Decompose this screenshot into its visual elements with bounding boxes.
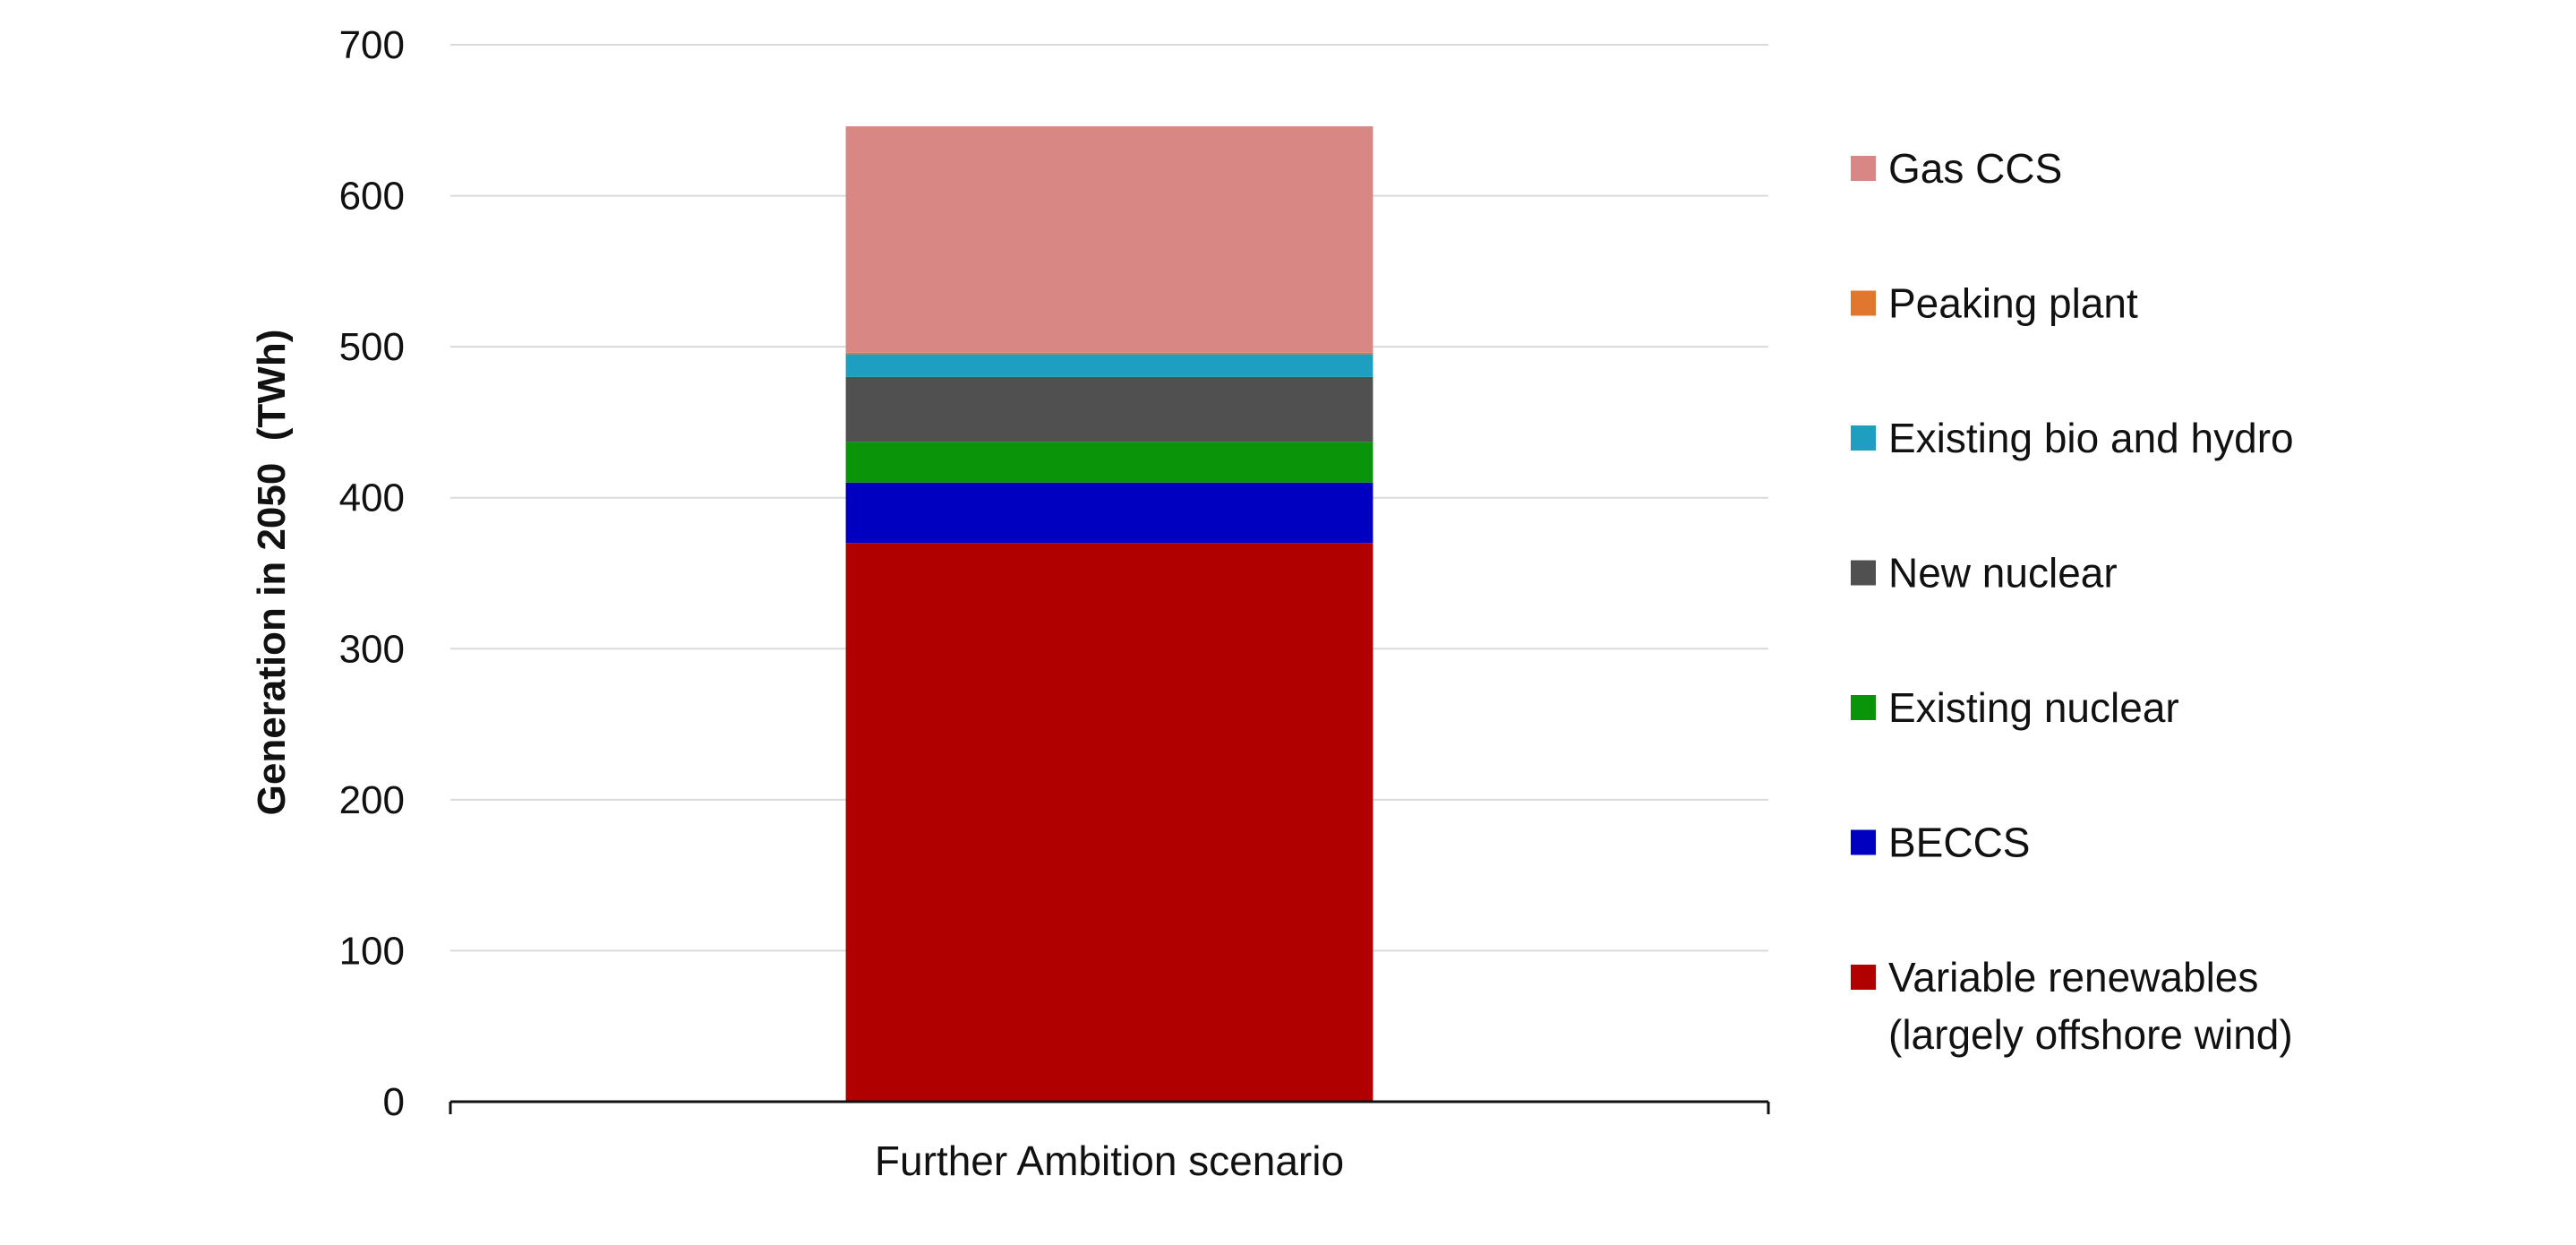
axes [449, 1100, 1770, 1114]
legend-label-line: New nuclear [1888, 550, 2118, 597]
y-tick-label: 200 [339, 778, 405, 822]
legend-label-line: Peaking plant [1888, 280, 2138, 327]
y-tick-label: 700 [339, 23, 405, 67]
legend-swatch [1851, 156, 1876, 181]
bar-segment [845, 352, 1374, 355]
legend-label: Variable renewables (largely offshore win… [1888, 954, 2293, 1058]
legend-label-line: BECCS [1888, 820, 2030, 866]
bar-stack [845, 126, 1374, 1102]
y-tick-label: 600 [339, 175, 405, 219]
x-tick-label: Further Ambition scenario [875, 1138, 1344, 1184]
legend-swatch [1851, 425, 1876, 451]
y-tick-label: 300 [339, 627, 405, 671]
legend-label-line: Existing bio and hydro [1888, 415, 2294, 461]
legend-swatch [1851, 290, 1876, 316]
legend-item: Existing bio and hydro [1851, 415, 2294, 461]
y-tick-label: 500 [339, 325, 405, 369]
y-axis-label: Generation in 2050 (TWh) [250, 330, 294, 816]
y-tick-label: 400 [339, 477, 405, 520]
bar-segment [845, 376, 1374, 442]
legend-label: BECCS [1888, 820, 2030, 866]
legend-label: Existing bio and hydro [1888, 415, 2294, 461]
y-tick-label: 100 [339, 929, 405, 973]
legend-label-line: Existing nuclear [1888, 684, 2179, 731]
legend-label: Gas CCS [1888, 145, 2062, 192]
legend-item: BECCS [1851, 820, 2030, 866]
legend-swatch [1851, 695, 1876, 720]
bar-segment [845, 442, 1374, 483]
legend-label-line: (largely offshore wind) [1888, 1011, 2293, 1058]
legend-item: Existing nuclear [1851, 684, 2179, 731]
bar-segment [845, 482, 1374, 544]
y-tick-label: 0 [383, 1080, 405, 1124]
legend-label-line: Variable renewables [1888, 954, 2258, 1000]
legend-label: Peaking plant [1888, 280, 2138, 327]
legend-swatch [1851, 829, 1876, 855]
legend-item: New nuclear [1851, 550, 2118, 597]
legend: Gas CCS Peaking plant Existing bio and hyd… [1851, 145, 2294, 1058]
bar-segment [845, 543, 1374, 1102]
legend-swatch [1851, 560, 1876, 586]
x-tick-labels: Further Ambition scenario [875, 1138, 1344, 1184]
y-tick-labels: 0 100 200 300 400 500 600 700 [339, 23, 405, 1124]
legend-item: Gas CCS [1851, 145, 2062, 192]
legend-label: New nuclear [1888, 550, 2118, 597]
legend-label-line: Gas CCS [1888, 145, 2062, 192]
legend-item: Variable renewables (largely offshore win… [1851, 954, 2293, 1058]
legend-item: Peaking plant [1851, 280, 2138, 327]
legend-swatch [1851, 965, 1876, 990]
legend-label: Existing nuclear [1888, 684, 2179, 731]
bar-segment [845, 126, 1374, 353]
bar-segment [845, 354, 1374, 377]
